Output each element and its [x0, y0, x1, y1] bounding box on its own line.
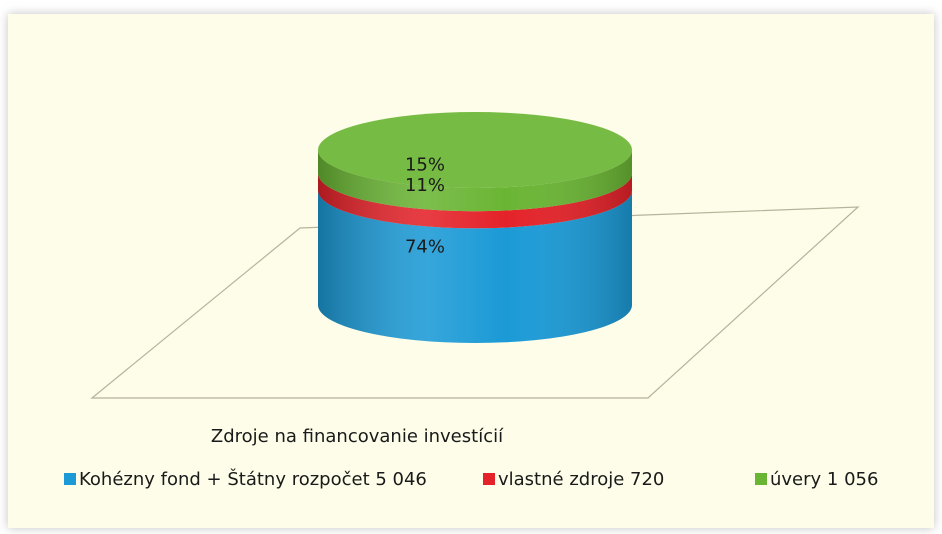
data-label: 15% — [405, 155, 445, 176]
legend-label: vlastné zdroje 720 — [498, 469, 664, 490]
segment-shade — [318, 150, 632, 212]
legend-swatch — [64, 473, 76, 485]
legend-label: úvery 1 056 — [770, 469, 878, 490]
category-label: Zdroje na financovanie investícií — [211, 426, 504, 447]
legend-label: Kohézny fond + Štátny rozpočet 5 046 — [79, 468, 427, 490]
data-label: 11% — [405, 175, 445, 196]
segment-shade — [318, 173, 632, 229]
legend-swatch — [483, 473, 495, 485]
legend-swatch — [755, 473, 767, 485]
cylinder-top — [318, 112, 632, 188]
floor — [90, 206, 860, 399]
segment-shade — [318, 190, 632, 343]
data-label: 74% — [405, 237, 445, 258]
